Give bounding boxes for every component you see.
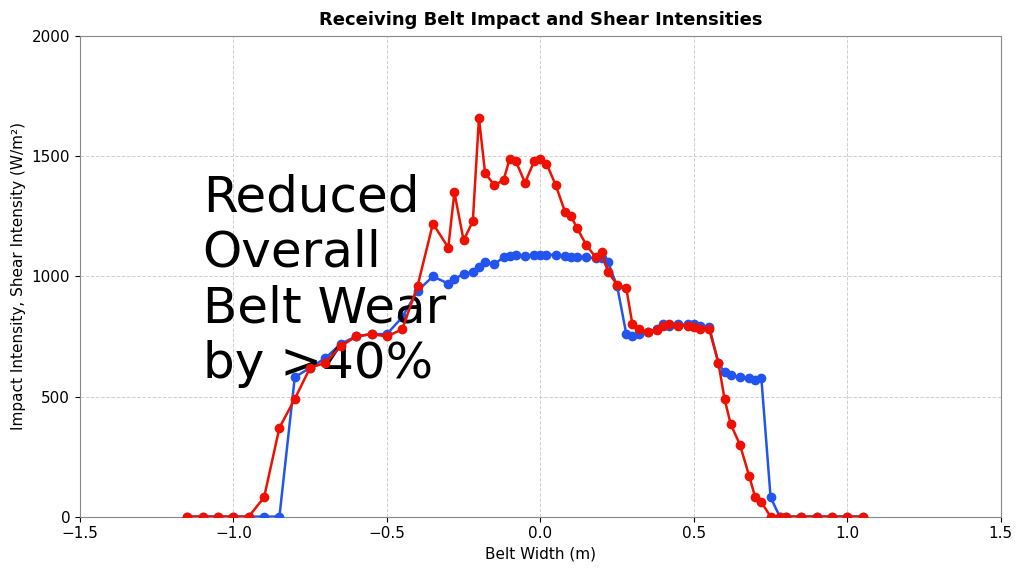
Y-axis label: Impact Intensity, Shear Intensity (W/m²): Impact Intensity, Shear Intensity (W/m²) <box>11 123 26 430</box>
X-axis label: Belt Width (m): Belt Width (m) <box>484 547 596 562</box>
Text: Reduced
Overall
Belt Wear
by >40%: Reduced Overall Belt Wear by >40% <box>203 173 445 388</box>
Title: Receiving Belt Impact and Shear Intensities: Receiving Belt Impact and Shear Intensit… <box>318 11 762 29</box>
